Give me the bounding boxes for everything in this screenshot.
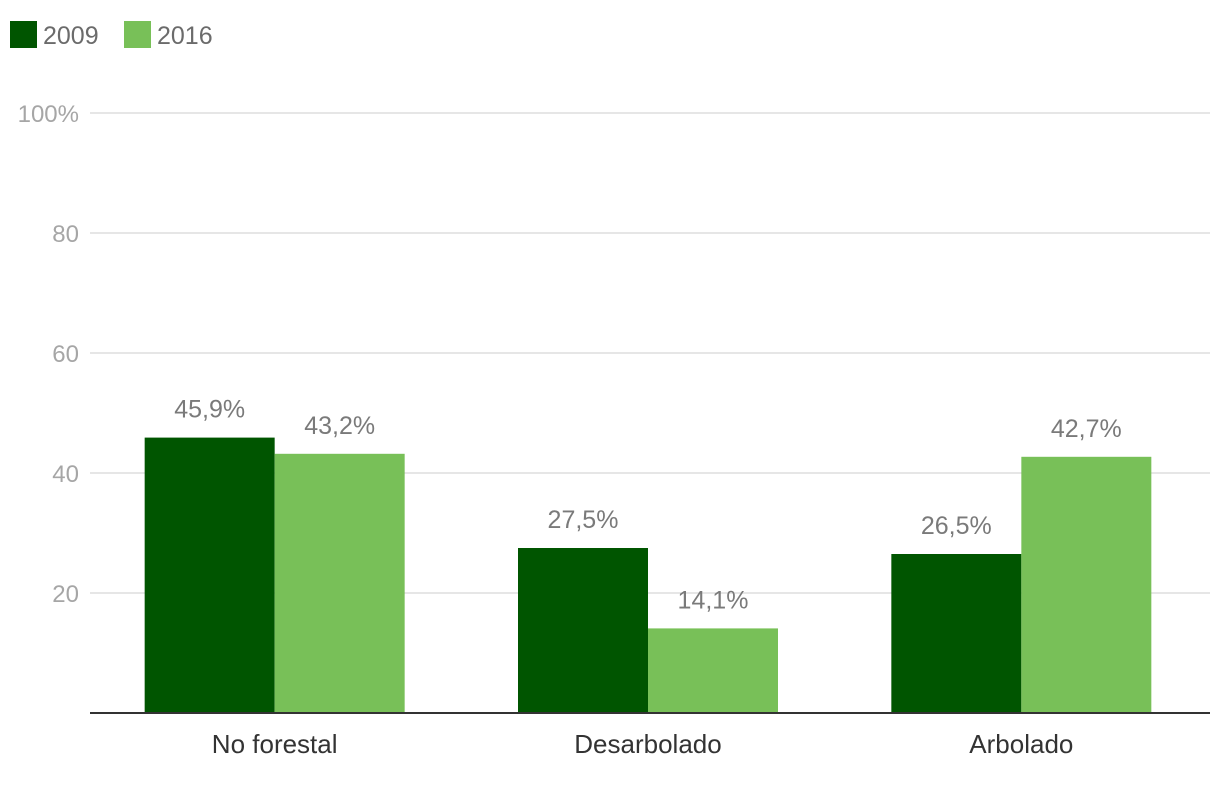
category-label-no-forestal: No forestal bbox=[212, 729, 338, 759]
y-tick-label-100: 100% bbox=[18, 101, 79, 128]
y-tick-label-80: 80 bbox=[52, 221, 79, 248]
y-tick-label-20: 20 bbox=[52, 581, 79, 608]
category-label-arbolado: Arbolado bbox=[969, 729, 1073, 759]
bar-2016-no-forestal bbox=[274, 453, 405, 713]
value-label-2016-desarbolado: 14,1% bbox=[678, 586, 749, 614]
bar-2016-desarbolado bbox=[648, 628, 778, 713]
bar-2009-no-forestal bbox=[144, 437, 275, 713]
legend-label-2009: 2009 bbox=[43, 22, 99, 50]
bars bbox=[144, 437, 1152, 713]
legend-swatch-2016 bbox=[124, 21, 151, 48]
value-label-2009-desarbolado: 27,5% bbox=[548, 506, 619, 534]
value-labels: 45,9% 43,2% 27,5% 14,1% 26,5% 42,7% bbox=[174, 396, 1122, 615]
bar-2009-arbolado bbox=[891, 554, 1022, 713]
y-tick-label-40: 40 bbox=[52, 461, 79, 488]
legend: 2009 2016 bbox=[10, 21, 213, 50]
value-label-2016-arbolado: 42,7% bbox=[1051, 415, 1122, 443]
category-label-desarbolado: Desarbolado bbox=[574, 729, 721, 759]
y-tick-label-60: 60 bbox=[52, 341, 79, 368]
value-label-2016-no-forestal: 43,2% bbox=[304, 412, 375, 440]
y-axis-ticks: 20 40 60 80 100% bbox=[18, 101, 79, 608]
value-label-2009-arbolado: 26,5% bbox=[921, 512, 992, 540]
legend-label-2016: 2016 bbox=[157, 22, 213, 50]
x-axis-categories: No forestal Desarbolado Arbolado bbox=[212, 729, 1074, 759]
legend-swatch-2009 bbox=[10, 21, 37, 48]
value-label-2009-no-forestal: 45,9% bbox=[174, 396, 245, 424]
bar-2009-desarbolado bbox=[518, 548, 648, 713]
bar-2016-arbolado bbox=[1021, 456, 1152, 713]
